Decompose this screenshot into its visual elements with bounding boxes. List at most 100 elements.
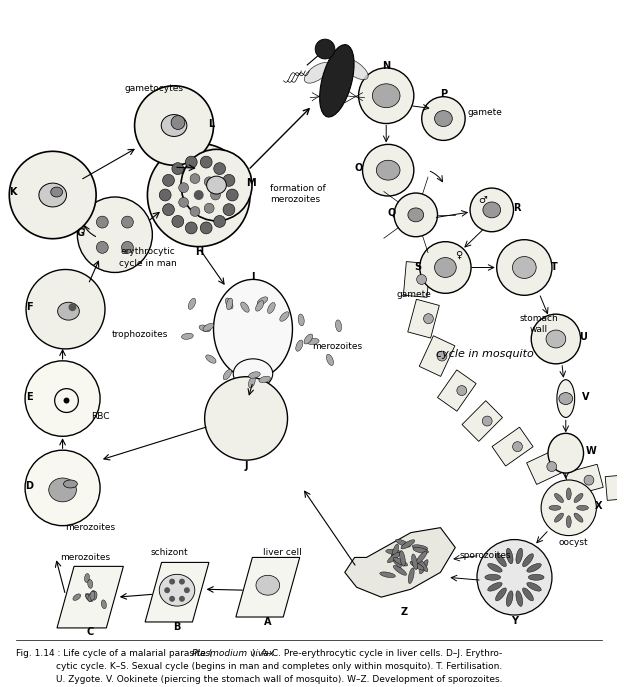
Ellipse shape (410, 561, 424, 570)
Ellipse shape (516, 591, 523, 607)
Circle shape (194, 190, 203, 200)
Ellipse shape (268, 302, 275, 313)
Ellipse shape (159, 574, 195, 606)
Circle shape (185, 222, 197, 234)
Ellipse shape (319, 45, 354, 117)
Ellipse shape (577, 506, 588, 510)
Text: Fig. 1.14 : Life cycle of a malarial parasite (: Fig. 1.14 : Life cycle of a malarial par… (16, 649, 212, 657)
Circle shape (172, 163, 183, 174)
Ellipse shape (548, 433, 583, 473)
Ellipse shape (206, 355, 216, 363)
Text: W: W (586, 446, 597, 456)
Ellipse shape (182, 333, 193, 339)
Ellipse shape (57, 302, 79, 320)
Ellipse shape (92, 592, 97, 600)
Text: merozoites: merozoites (60, 553, 110, 562)
Polygon shape (344, 528, 456, 597)
Circle shape (122, 241, 134, 254)
Ellipse shape (199, 325, 210, 332)
Ellipse shape (88, 579, 93, 588)
Ellipse shape (488, 583, 502, 591)
FancyBboxPatch shape (492, 427, 533, 466)
Circle shape (315, 39, 335, 59)
Ellipse shape (559, 392, 573, 405)
Text: cycle in man: cycle in man (119, 259, 177, 268)
Ellipse shape (380, 572, 396, 578)
Ellipse shape (205, 376, 288, 460)
Ellipse shape (326, 354, 333, 365)
Circle shape (210, 190, 220, 200)
Circle shape (204, 177, 214, 187)
Ellipse shape (77, 197, 152, 273)
Text: J: J (245, 461, 248, 471)
Ellipse shape (555, 493, 563, 502)
Ellipse shape (408, 568, 414, 583)
Circle shape (164, 587, 170, 593)
Circle shape (512, 442, 522, 451)
Circle shape (96, 241, 108, 254)
Ellipse shape (101, 600, 107, 609)
Ellipse shape (566, 516, 571, 528)
Ellipse shape (420, 242, 471, 293)
Text: ). A–C. Pre-erythrocytic cycle in liver cells. D–J. Erythro-: ). A–C. Pre-erythrocytic cycle in liver … (251, 649, 502, 657)
Ellipse shape (84, 574, 89, 583)
Text: L: L (208, 119, 215, 128)
Text: oocyst: oocyst (559, 538, 588, 547)
Ellipse shape (207, 176, 227, 194)
Circle shape (214, 216, 225, 227)
Ellipse shape (527, 563, 541, 572)
Ellipse shape (546, 330, 566, 348)
Circle shape (169, 578, 175, 585)
Circle shape (96, 216, 108, 228)
Ellipse shape (527, 583, 541, 591)
Text: U. Zygote. V. Ookinete (piercing the stomach wall of mosquito). W–Z. Development: U. Zygote. V. Ookinete (piercing the sto… (56, 675, 502, 684)
Ellipse shape (393, 558, 407, 566)
Text: K: K (9, 187, 17, 197)
Ellipse shape (259, 376, 271, 383)
Ellipse shape (373, 84, 400, 108)
Ellipse shape (213, 280, 293, 379)
Ellipse shape (485, 574, 500, 581)
Circle shape (547, 462, 557, 471)
Ellipse shape (434, 111, 452, 126)
Circle shape (227, 189, 238, 201)
Ellipse shape (64, 480, 77, 488)
Circle shape (200, 222, 212, 234)
Ellipse shape (359, 68, 414, 124)
Ellipse shape (434, 258, 456, 278)
Text: sporozoites: sporozoites (459, 551, 510, 560)
Ellipse shape (516, 548, 523, 564)
Ellipse shape (412, 554, 417, 570)
Text: merozoites: merozoites (65, 523, 115, 532)
Circle shape (179, 578, 185, 585)
Circle shape (185, 156, 197, 168)
Circle shape (171, 115, 185, 129)
Circle shape (223, 204, 235, 216)
Ellipse shape (363, 144, 414, 196)
Ellipse shape (506, 548, 513, 564)
Ellipse shape (512, 256, 536, 278)
Ellipse shape (305, 63, 330, 83)
FancyBboxPatch shape (403, 262, 430, 297)
Ellipse shape (376, 160, 400, 180)
Ellipse shape (401, 540, 415, 549)
Ellipse shape (223, 370, 232, 380)
Ellipse shape (9, 151, 96, 238)
Ellipse shape (422, 97, 465, 140)
Text: H: H (195, 247, 203, 257)
Ellipse shape (304, 334, 313, 344)
Ellipse shape (248, 376, 255, 388)
Circle shape (457, 385, 467, 396)
Ellipse shape (225, 298, 233, 309)
Text: cytic cycle. K–S. Sexual cycle (begins in man and completes only within mosquito: cytic cycle. K–S. Sexual cycle (begins i… (56, 662, 502, 671)
Ellipse shape (386, 549, 401, 554)
Ellipse shape (392, 544, 399, 559)
Circle shape (163, 174, 175, 186)
Ellipse shape (257, 297, 268, 305)
Ellipse shape (308, 339, 319, 345)
Circle shape (69, 303, 76, 311)
Ellipse shape (256, 301, 264, 311)
Ellipse shape (574, 493, 583, 502)
Circle shape (172, 216, 183, 227)
FancyBboxPatch shape (527, 449, 567, 484)
